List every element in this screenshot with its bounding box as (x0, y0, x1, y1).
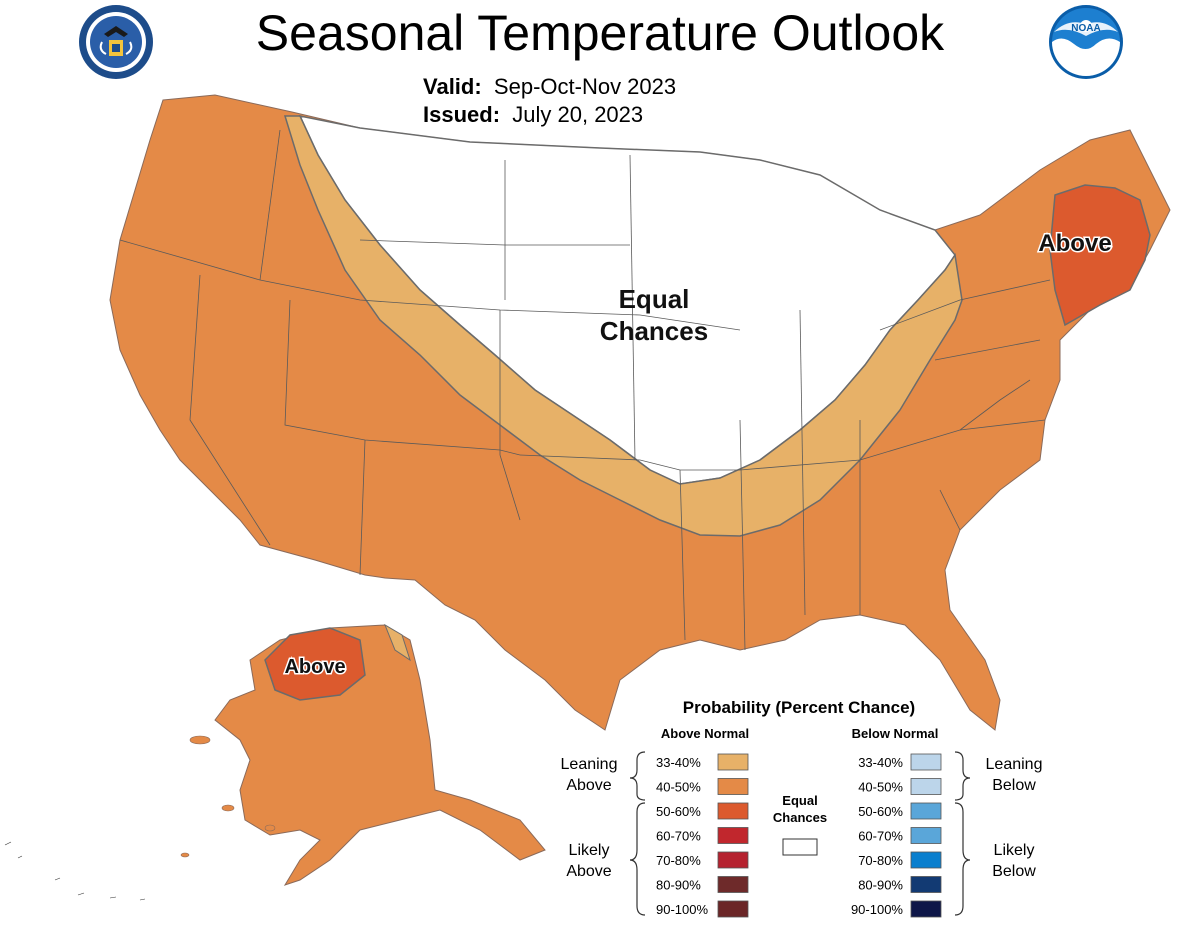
below-range-label: 90-100% (851, 902, 903, 917)
leaning-above-label-1: Leaning (561, 756, 618, 773)
below-range-label: 50-60% (858, 804, 903, 819)
above-swatch (717, 900, 749, 918)
below-range-label: 40-50% (858, 780, 903, 795)
legend-above-header: Above Normal (661, 726, 749, 741)
valid-value: Sep-Oct-Nov 2023 (493, 74, 677, 99)
leaning-above-label-2: Above (566, 777, 611, 794)
legend-above-swatches: 33-40% 40-50% 50-60% 60-70% 70-80% 80-90% 90-1… (656, 753, 749, 918)
leaning-below-label-2: Below (992, 777, 1036, 794)
below-range-label: 70-80% (858, 853, 903, 868)
below-range-label: 80-90% (858, 878, 903, 893)
below-swatch (910, 851, 942, 869)
legend: Probability (Percent Chance) Above Norma… (561, 698, 1043, 918)
below-swatch (910, 827, 942, 844)
equal-chances-legend-1: Equal (782, 793, 817, 808)
alaska-above-label: Above (284, 656, 345, 678)
state-boundaries (119, 129, 1051, 651)
aleutian-islands (180, 735, 276, 858)
leaning-below-label-1: Leaning (986, 756, 1043, 773)
alaska-above-50-60 (264, 627, 366, 701)
above-swatch (717, 802, 749, 820)
above-range-label: 60-70% (656, 829, 701, 844)
equal-chances-label-line1: Equal (619, 284, 690, 314)
equal-chances-legend-2: Chances (773, 810, 827, 825)
legend-braces (629, 751, 971, 916)
legend-below-header: Below Normal (852, 726, 939, 741)
below-swatch (910, 753, 942, 771)
western-aleutians (4, 841, 146, 901)
page-title: Seasonal Temperature Outlook (255, 5, 945, 61)
below-swatch (910, 802, 942, 820)
above-range-label: 40-50% (656, 780, 701, 795)
likely-below-label-2: Below (992, 863, 1036, 880)
above-range-label: 70-80% (656, 853, 701, 868)
above-swatch (717, 753, 749, 771)
above-swatch (717, 778, 749, 795)
below-swatch (910, 876, 942, 893)
legend-title: Probability (Percent Chance) (683, 698, 915, 717)
equal-chances-label-line2: Chances (600, 316, 708, 346)
above-range-label: 90-100% (656, 902, 708, 917)
above-range-label: 33-40% (656, 755, 701, 770)
equal-chances-swatch (782, 838, 818, 856)
issued-label: Issued: (423, 102, 501, 127)
above-swatch (717, 851, 749, 869)
below-swatch (910, 778, 942, 795)
likely-below-label-1: Likely (994, 842, 1035, 859)
northeast-above-label: Above (1038, 230, 1111, 257)
below-range-label: 33-40% (858, 755, 903, 770)
alaska-region (214, 624, 546, 886)
issued-value: July 20, 2023 (512, 102, 644, 127)
above-swatch (717, 876, 749, 893)
valid-label: Valid: (423, 74, 482, 99)
commerce-seal-logo (79, 5, 153, 79)
northeast-above-50-60 (1049, 184, 1151, 327)
below-range-label: 60-70% (858, 829, 903, 844)
noaa-logo: NOAA (1049, 5, 1123, 79)
likely-above-label-2: Above (566, 863, 611, 880)
below-swatch (910, 900, 942, 918)
likely-above-label-1: Likely (569, 842, 610, 859)
issued-line: Issued: July 20, 2023 (423, 102, 643, 128)
svg-text:NOAA: NOAA (1071, 23, 1100, 34)
alaska-leaning-above (383, 623, 411, 662)
above-range-label: 80-90% (656, 878, 701, 893)
legend-below-swatches: 33-40% 40-50% 50-60% 60-70% 70-80% 80-90% 90-1… (851, 753, 942, 918)
valid-line: Valid: Sep-Oct-Nov 2023 (423, 74, 676, 100)
above-swatch (717, 827, 749, 844)
above-range-label: 50-60% (656, 804, 701, 819)
